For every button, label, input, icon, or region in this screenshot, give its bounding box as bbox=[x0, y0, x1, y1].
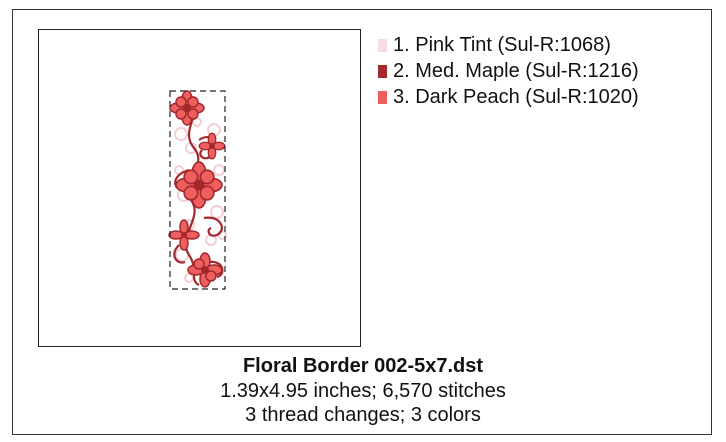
thread-legend: 1. Pink Tint (Sul-R:1068) 2. Med. Maple … bbox=[378, 32, 639, 110]
thread-label: 3. Dark Peach (Sul-R:1020) bbox=[393, 86, 639, 108]
floral-border-design bbox=[168, 90, 227, 290]
color-swatch bbox=[378, 38, 387, 52]
thread-item: 1. Pink Tint (Sul-R:1068) bbox=[378, 32, 639, 58]
thread-item: 2. Med. Maple (Sul-R:1216) bbox=[378, 58, 639, 84]
flower-motifs bbox=[168, 90, 226, 288]
embroidery-preview bbox=[38, 29, 361, 347]
thread-changes: 3 thread changes; 3 colors bbox=[245, 404, 481, 426]
design-filename: Floral Border 002-5x7.dst bbox=[242, 355, 484, 377]
color-swatch bbox=[378, 64, 387, 78]
design-dimensions: 1.39x4.95 inches; 6,570 stitches bbox=[220, 380, 506, 402]
color-swatch bbox=[378, 90, 387, 104]
thread-label: 1. Pink Tint (Sul-R:1068) bbox=[393, 34, 611, 56]
thread-label: 2. Med. Maple (Sul-R:1216) bbox=[393, 60, 639, 82]
thread-item: 3. Dark Peach (Sul-R:1020) bbox=[378, 84, 639, 110]
design-bounding-box bbox=[169, 90, 226, 290]
